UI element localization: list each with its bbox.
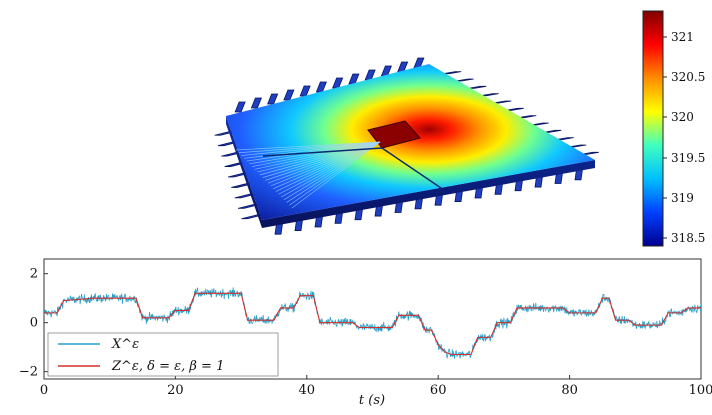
colorbar-scale (642, 10, 664, 247)
chip-pin (518, 115, 537, 119)
x-tick-label: 40 (299, 383, 316, 398)
chip-heat-render (214, 57, 599, 235)
colorbar-tick-label: 320.5 (671, 70, 705, 84)
legend-label-x: X^ε (111, 337, 139, 352)
chip-pin (493, 100, 512, 104)
bond-wire (286, 141, 381, 203)
y-tick-label: 2 (30, 267, 38, 282)
bond-wire (275, 141, 381, 192)
chip-pin (299, 85, 311, 97)
chip-pin (468, 85, 487, 89)
colorbar-tick-label: 319.5 (671, 151, 705, 165)
bond-wire (289, 141, 381, 206)
chip-edge-seam (262, 147, 442, 189)
colorbar-tick-label: 320 (671, 110, 694, 124)
bond-wire (254, 141, 381, 170)
colorbar: 321 320.5 320 319.5 319 318.5 (642, 10, 705, 247)
bond-wire (265, 141, 381, 181)
x-tick-label: 20 (167, 383, 184, 398)
colorbar-ticks: 321 320.5 320 319.5 319 318.5 (663, 30, 705, 245)
bond-wire (291, 141, 381, 209)
chip-pin (505, 107, 524, 111)
chip-pin (543, 129, 562, 133)
x-axis-label: t (s) (359, 393, 385, 408)
y-tick-label: 0 (30, 316, 38, 331)
bond-wire (257, 141, 381, 173)
chip-pin (455, 78, 474, 82)
legend-box (47, 332, 279, 377)
colorbar-tick-label: 318.5 (671, 231, 705, 245)
chip-pin (480, 93, 499, 97)
bond-wire (238, 141, 381, 154)
bond-wire (241, 141, 381, 156)
bond-wire (235, 141, 381, 151)
bond-wire (259, 141, 381, 176)
chip-pin (332, 77, 344, 89)
bond-wire (246, 141, 381, 162)
colorbar-tick-label: 321 (671, 30, 694, 44)
colorbar-tick-label: 319 (671, 191, 694, 205)
bond-wire (251, 141, 381, 167)
series-z-line (44, 292, 701, 356)
x-tick-label: 0 (40, 383, 48, 398)
chart-legend: X^ε Z^ε, δ = ε, β = 1 (47, 332, 279, 377)
chip-pin (250, 97, 262, 109)
y-tick-label: −2 (19, 365, 38, 380)
chip-top-surface (226, 64, 595, 220)
bond-wire (283, 141, 381, 201)
legend-label-z: Z^ε, δ = ε, β = 1 (111, 359, 224, 374)
x-tick-label: 100 (689, 383, 712, 398)
x-tick-label: 80 (561, 383, 578, 398)
chip-pin (283, 89, 295, 101)
chip-pin (267, 93, 279, 105)
bond-wire (281, 141, 381, 198)
series-x-line (44, 287, 701, 359)
time-series-chart: 0 20 40 60 80 100 20−2 t (s) X^ε Z^ε, δ = ε, … (19, 258, 712, 408)
bond-wire (262, 141, 381, 178)
x-tick-label: 60 (430, 383, 447, 398)
chip-pin (530, 122, 549, 126)
chip-pin (315, 81, 327, 93)
x-axis-ticks: 0 20 40 60 80 100 (40, 375, 712, 398)
bond-wires (235, 141, 381, 209)
chip-pin (443, 71, 462, 75)
chip-pin (234, 101, 246, 113)
y-axis-ticks: 2 0 −2 (19, 267, 48, 380)
bond-wire (278, 141, 381, 195)
series-layer (44, 287, 701, 359)
